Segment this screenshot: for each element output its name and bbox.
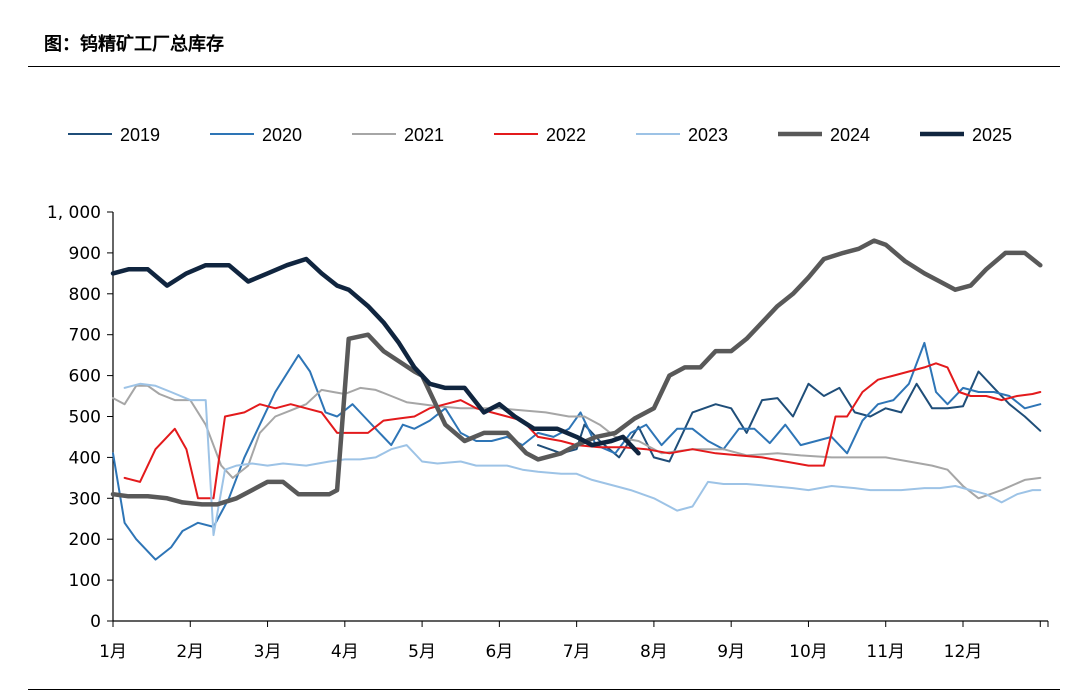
legend-label-2024: 2024 — [830, 125, 870, 145]
x-tick-label: 6月 — [485, 642, 513, 662]
y-tick-label: 100 — [69, 571, 101, 591]
chart-title: 图：钨精矿工厂总库存 — [44, 34, 224, 55]
x-tick-label: 12月 — [944, 642, 983, 662]
x-tick-label: 11月 — [866, 642, 905, 662]
legend-label-2021: 2021 — [404, 125, 444, 145]
legend-label-2019: 2019 — [120, 125, 160, 145]
x-tick-label: 4月 — [331, 642, 359, 662]
chart-legend: 2019 2020 2021 2022 2023 2024 2025 — [68, 125, 1012, 145]
series-line-2022 — [123, 362, 1042, 500]
y-tick-label: 400 — [69, 448, 101, 468]
y-tick-label: 500 — [69, 408, 101, 428]
chart-series — [110, 238, 1043, 561]
series-line-2025 — [110, 256, 641, 456]
legend-label-2020: 2020 — [262, 125, 302, 145]
legend-label-2023: 2023 — [688, 125, 728, 145]
series-line-2023 — [123, 382, 1042, 537]
bottom-rule — [28, 689, 1060, 690]
legend-label-2025: 2025 — [972, 125, 1012, 145]
series-line-2020 — [112, 341, 1042, 561]
y-tick-label: 600 — [69, 367, 101, 387]
y-tick-label: 700 — [69, 326, 101, 346]
x-tick-label: 2月 — [176, 642, 204, 662]
series-line-2024 — [110, 238, 1043, 507]
y-tick-label: 900 — [69, 244, 101, 264]
y-tick-label: 0 — [90, 612, 101, 632]
x-tick-label: 1月 — [99, 642, 127, 662]
y-tick-label: 300 — [69, 489, 101, 509]
x-tick-label: 8月 — [640, 642, 668, 662]
top-rule — [28, 66, 1060, 67]
legend-label-2022: 2022 — [546, 125, 586, 145]
x-tick-label: 3月 — [254, 642, 282, 662]
x-tick-label: 5月 — [408, 642, 436, 662]
chart-axes: 0 100 200 300 400 500 600 700 800 900 1, 000 1月 2月 3月… — [47, 203, 1049, 662]
x-tick-label: 7月 — [563, 642, 591, 662]
x-tick-label: 10月 — [789, 642, 828, 662]
x-tick-label: 9月 — [717, 642, 745, 662]
y-tick-label: 200 — [69, 530, 101, 550]
y-tick-label: 1, 000 — [47, 203, 101, 223]
y-tick-label: 800 — [69, 285, 101, 305]
